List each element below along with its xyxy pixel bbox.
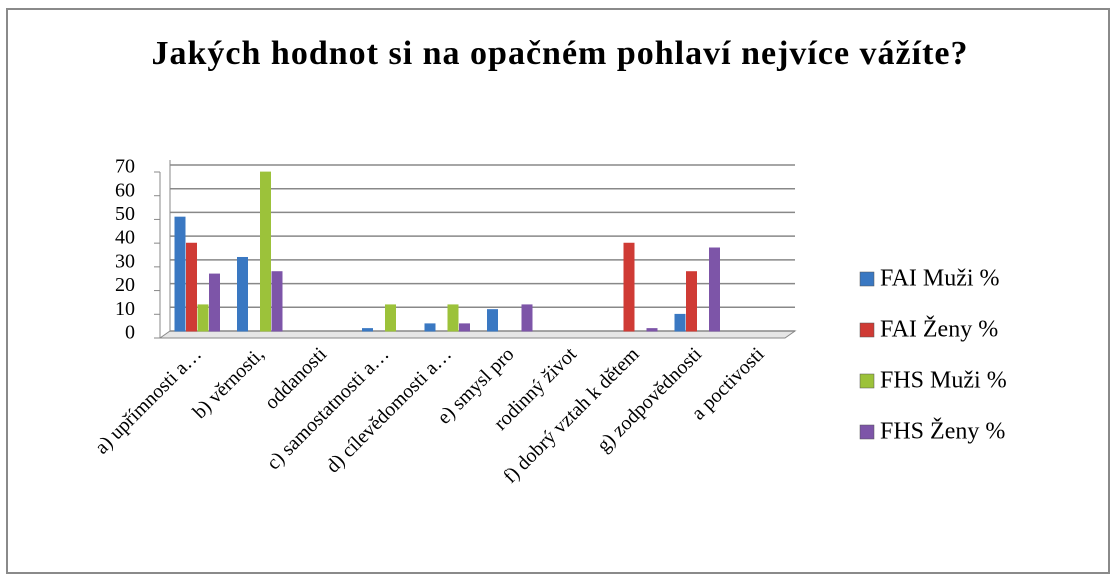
bar — [385, 304, 396, 332]
y-tick-label: 20 — [115, 274, 135, 296]
bar — [260, 171, 271, 332]
y-tick-label: 0 — [125, 322, 135, 344]
bar — [521, 304, 533, 332]
y-tick-label: 70 — [115, 156, 135, 178]
bar — [487, 309, 498, 332]
bar-group — [197, 304, 209, 332]
legend-swatch — [859, 424, 875, 440]
y-tick-label: 40 — [115, 227, 135, 249]
y-tick-label: 60 — [115, 179, 135, 201]
y-tick-label: 50 — [115, 203, 135, 225]
legend-label: FHS Muži % — [880, 368, 1007, 394]
chart-title: Jakých hodnot si na opačném pohlaví nejv… — [151, 35, 969, 72]
x-tick-label: g) zodpovědnosti — [593, 343, 707, 457]
legend-label: FAI Ženy % — [880, 317, 998, 343]
bar-group — [186, 242, 197, 332]
floor — [158, 330, 797, 339]
bar-group — [521, 304, 533, 332]
bar — [709, 247, 720, 332]
bar-group — [646, 328, 658, 332]
bar-group — [424, 323, 436, 332]
bar-group — [447, 304, 459, 332]
legend-label: FHS Ženy % — [880, 419, 1005, 445]
bar-group — [686, 271, 697, 332]
bar — [209, 273, 220, 332]
bar-group — [623, 242, 635, 332]
bar-group — [209, 273, 220, 332]
legend-swatch — [859, 373, 875, 389]
bar-group — [260, 171, 271, 332]
bar-group — [709, 247, 720, 332]
bar — [447, 304, 459, 332]
bar — [186, 242, 197, 332]
bar — [623, 242, 635, 332]
bar-group — [385, 304, 396, 332]
bar — [362, 328, 373, 332]
bar-group — [459, 323, 470, 332]
bar-group — [174, 216, 186, 332]
bar — [424, 323, 436, 332]
bar — [271, 271, 283, 332]
x-tick-label: a) upřímnosti a… — [91, 343, 206, 458]
legend-label: FAI Muži % — [880, 266, 1000, 292]
bar-group — [674, 313, 686, 332]
legend-swatch — [859, 271, 875, 287]
bar — [174, 216, 186, 332]
bar — [237, 256, 248, 332]
bar — [646, 328, 658, 332]
bar-group — [237, 256, 248, 332]
bar — [459, 323, 470, 332]
legend-swatch — [859, 322, 875, 338]
bar — [197, 304, 209, 332]
chart-frame — [6, 8, 1110, 574]
y-tick-label: 30 — [115, 250, 135, 272]
bar-group — [362, 328, 373, 332]
bar — [686, 271, 697, 332]
bar — [674, 313, 686, 332]
bar-group — [487, 309, 498, 332]
bar-group — [271, 271, 283, 332]
y-tick-label: 10 — [115, 298, 135, 320]
